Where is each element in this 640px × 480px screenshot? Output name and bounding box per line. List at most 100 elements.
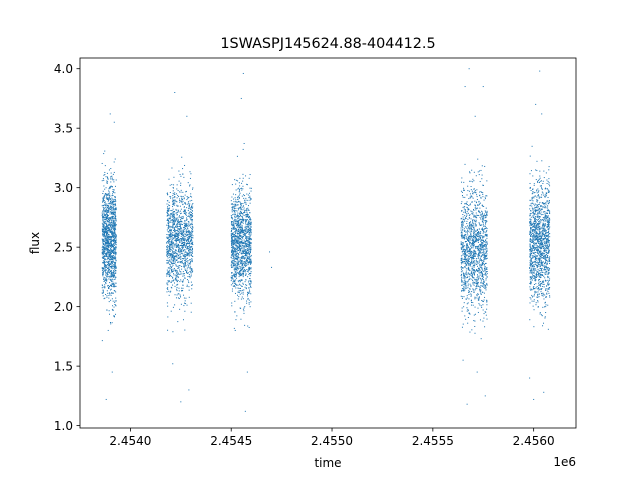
data-point — [473, 250, 475, 252]
data-point — [250, 267, 252, 269]
data-point — [177, 244, 179, 246]
data-point — [112, 244, 114, 246]
data-point — [481, 254, 483, 256]
data-point — [242, 263, 244, 265]
data-point — [245, 252, 247, 254]
data-point — [181, 260, 183, 262]
data-point — [180, 189, 182, 191]
data-point — [169, 215, 171, 217]
data-point — [178, 170, 180, 172]
data-point — [175, 244, 177, 246]
data-point — [181, 202, 183, 204]
data-point — [168, 234, 170, 236]
data-point — [105, 249, 107, 251]
data-point — [231, 216, 233, 218]
data-point — [171, 270, 173, 272]
data-point — [241, 257, 243, 259]
data-point — [465, 263, 467, 265]
data-point — [248, 278, 250, 280]
data-point — [104, 264, 106, 266]
data-point — [104, 253, 106, 255]
data-point — [237, 188, 239, 190]
data-point — [485, 270, 487, 272]
data-point — [103, 251, 105, 253]
data-point — [106, 264, 108, 266]
data-point — [472, 181, 474, 183]
data-point — [178, 180, 180, 182]
data-point — [460, 218, 462, 220]
data-point — [246, 219, 248, 221]
data-point — [182, 168, 184, 170]
data-point — [171, 287, 173, 289]
data-point — [241, 246, 243, 248]
data-point — [474, 306, 476, 308]
data-point — [245, 228, 247, 230]
data-point — [464, 215, 466, 217]
data-point — [174, 285, 176, 287]
data-point — [108, 242, 110, 244]
data-point — [113, 230, 115, 232]
data-point — [248, 232, 250, 234]
data-point — [250, 263, 252, 265]
data-point — [175, 209, 177, 211]
data-point — [104, 249, 106, 251]
data-point — [247, 199, 249, 201]
data-point — [241, 226, 243, 228]
data-point — [181, 224, 183, 226]
data-point — [484, 257, 486, 259]
data-point — [114, 267, 116, 269]
data-point — [250, 187, 252, 189]
data-point — [238, 260, 240, 262]
data-point — [114, 209, 116, 211]
data-point — [176, 259, 178, 261]
data-point — [173, 252, 175, 254]
data-point — [236, 248, 238, 250]
data-point — [482, 304, 484, 306]
data-point — [245, 214, 247, 216]
data-point — [250, 282, 252, 284]
data-point — [473, 231, 475, 233]
data-point — [187, 227, 189, 229]
data-point — [247, 276, 249, 278]
data-point — [476, 284, 478, 286]
data-point — [247, 271, 249, 273]
data-point — [232, 236, 234, 238]
data-point — [175, 254, 177, 256]
data-point — [107, 200, 109, 202]
data-point — [469, 249, 471, 250]
data-point — [232, 214, 234, 216]
data-point — [114, 271, 116, 273]
data-point — [232, 223, 234, 225]
data-point — [113, 274, 115, 276]
data-point — [105, 211, 107, 212]
data-point — [473, 258, 475, 260]
data-point — [189, 251, 191, 253]
data-point — [477, 270, 479, 272]
data-point — [473, 209, 475, 211]
data-point — [485, 262, 487, 264]
data-point — [182, 231, 184, 233]
data-point — [484, 262, 486, 264]
data-point — [168, 281, 170, 283]
data-point — [184, 209, 186, 211]
data-point — [467, 259, 469, 261]
data-point — [240, 207, 242, 209]
data-point — [186, 224, 188, 226]
data-point — [234, 263, 236, 265]
data-point — [233, 226, 235, 228]
data-point — [172, 234, 174, 236]
data-point — [469, 203, 471, 205]
data-point — [477, 267, 479, 269]
data-point — [103, 270, 105, 272]
data-point — [177, 239, 179, 241]
data-point — [106, 240, 108, 242]
data-point — [106, 214, 108, 216]
data-point — [101, 284, 103, 286]
data-point — [177, 283, 179, 285]
data-point — [246, 245, 248, 247]
data-point — [464, 284, 466, 286]
data-point — [477, 311, 479, 313]
data-point — [169, 246, 171, 248]
data-point — [167, 261, 169, 263]
data-point — [231, 305, 233, 307]
